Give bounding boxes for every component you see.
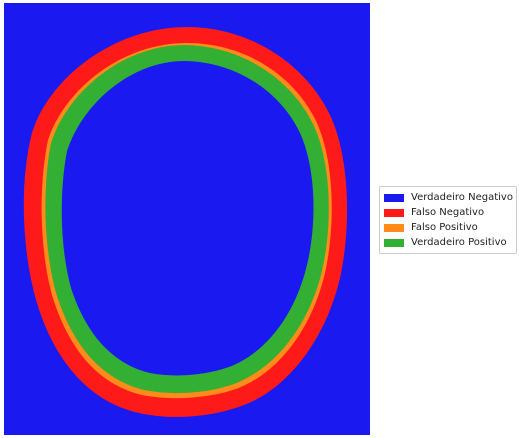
legend-swatch [384, 193, 404, 202]
legend-label: Falso Positivo [411, 222, 478, 233]
legend-label: Verdadeiro Positivo [411, 237, 507, 248]
segmentation-mask-image [4, 3, 370, 435]
legend-swatch [384, 223, 404, 232]
legend-item: Verdadeiro Negativo [384, 190, 513, 205]
true-negative-interior [61, 61, 314, 376]
legend-item: Falso Negativo [384, 205, 512, 220]
legend-label: Verdadeiro Negativo [411, 192, 513, 203]
legend-item: Falso Positivo [384, 220, 512, 235]
legend-label: Falso Negativo [411, 207, 485, 218]
legend-item: Verdadeiro Positivo [384, 235, 512, 250]
legend-swatch [384, 238, 404, 247]
legend-swatch [384, 208, 404, 217]
legend: Verdadeiro Negativo Falso Negativo Falso P… [379, 186, 517, 254]
